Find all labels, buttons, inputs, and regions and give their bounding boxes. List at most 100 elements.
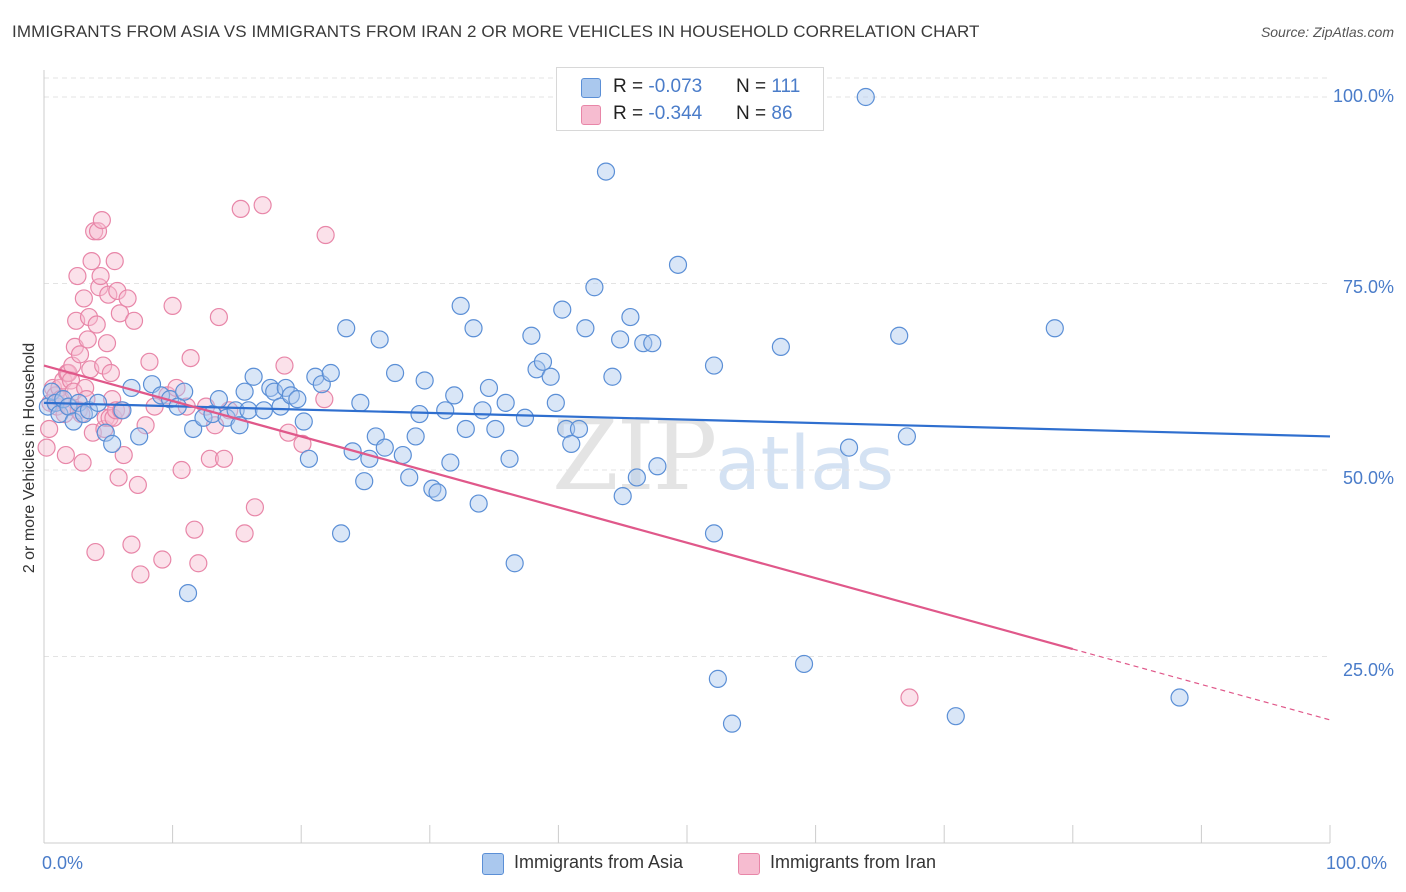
asia-point-52 xyxy=(375,438,394,457)
iran-trendline-extension xyxy=(1072,648,1331,721)
iran-point-61 xyxy=(140,352,159,371)
iran-n: N = 86 xyxy=(736,103,793,125)
asia-r-label: R = xyxy=(613,76,649,97)
asia-point-84 xyxy=(576,319,595,338)
asia-point-74 xyxy=(515,408,535,427)
iran-point-10 xyxy=(56,445,75,465)
asia-point-105 xyxy=(890,326,909,345)
asia-point-31 xyxy=(244,367,263,386)
iran-point-55 xyxy=(118,289,137,308)
iran-point-38 xyxy=(92,210,111,230)
iran-point-69 xyxy=(181,349,200,368)
iran-point-48 xyxy=(105,252,124,271)
asia-point-94 xyxy=(648,457,667,476)
asia-point-21 xyxy=(178,583,198,603)
asia-point-30 xyxy=(239,401,258,420)
x-tick-100: 100.0% xyxy=(1326,853,1388,873)
asia-point-108 xyxy=(1045,319,1064,338)
asia-point-63 xyxy=(445,386,464,405)
asia-point-41 xyxy=(306,367,325,386)
asia-point-73 xyxy=(505,554,524,573)
bottom-asia-swatch xyxy=(482,853,504,875)
asia-point-79 xyxy=(546,393,565,412)
asia-point-72 xyxy=(500,449,519,468)
asia-point-96 xyxy=(704,524,724,543)
iran-point-52 xyxy=(110,304,129,323)
y-axis-label: 2 or more Vehicles in Household xyxy=(21,342,38,574)
asia-point-62 xyxy=(441,453,460,472)
iran-trendline xyxy=(43,364,1074,651)
asia-point-66 xyxy=(464,319,483,338)
chart-title: IMMIGRANTS FROM ASIA VS IMMIGRANTS FROM … xyxy=(12,22,980,41)
iran-points-group xyxy=(37,196,919,707)
bottom-iran-swatch xyxy=(738,853,760,875)
asia-point-77 xyxy=(533,352,553,371)
iran-point-81 xyxy=(253,196,272,215)
asia-n-value: 111 xyxy=(771,76,801,97)
asia-point-82 xyxy=(562,434,581,453)
iran-point-73 xyxy=(200,449,219,468)
asia-point-88 xyxy=(611,330,630,349)
iran-point-57 xyxy=(124,311,144,330)
asia-point-53 xyxy=(385,363,405,383)
asia-point-98 xyxy=(704,356,724,375)
asia-point-109 xyxy=(1170,688,1189,707)
asia-point-67 xyxy=(469,494,488,513)
iran-r-value: -0.344 xyxy=(648,103,703,124)
watermark-atlas: atlas xyxy=(715,421,895,507)
iran-point-42 xyxy=(97,334,117,353)
iran-point-59 xyxy=(131,565,150,584)
iran-point-41 xyxy=(96,408,115,427)
asia-point-68 xyxy=(473,401,492,420)
y-tick-50: 50.0% xyxy=(1342,468,1394,488)
iran-n-label: N = xyxy=(736,103,772,124)
asia-point-86 xyxy=(596,162,616,181)
iran-point-60 xyxy=(136,416,155,435)
asia-point-65 xyxy=(456,419,475,439)
iran-point-45 xyxy=(101,363,120,383)
iran-point-28 xyxy=(79,307,99,327)
iran-point-65 xyxy=(163,296,182,315)
asia-r-value: -0.073 xyxy=(648,76,703,97)
asia-point-43 xyxy=(321,363,340,383)
bottom-asia-label: Immigrants from Asia xyxy=(514,852,684,872)
asia-point-44 xyxy=(337,319,356,338)
iran-point-21 xyxy=(70,345,90,364)
iran-point-19 xyxy=(68,266,87,286)
iran-point-71 xyxy=(189,554,208,573)
axis-layer xyxy=(43,70,1331,844)
iran-point-27 xyxy=(78,330,97,349)
asia-point-71 xyxy=(496,393,515,412)
x-tick-0: 0.0% xyxy=(42,853,84,873)
asia-point-87 xyxy=(603,367,622,386)
asia-point-80 xyxy=(553,300,572,319)
asia-point-106 xyxy=(897,427,917,446)
iran-point-76 xyxy=(214,449,234,468)
iran-point-54 xyxy=(114,445,133,465)
trend-layer xyxy=(43,364,1331,721)
iran-point-79 xyxy=(235,524,254,543)
iran-point-37 xyxy=(91,266,110,286)
asia-trendline xyxy=(43,401,1331,438)
iran-point-35 xyxy=(88,222,108,241)
asia-point-32 xyxy=(254,401,274,420)
asia-point-15 xyxy=(130,427,149,446)
asia-point-93 xyxy=(643,334,662,353)
asia-n: N = 111 xyxy=(736,76,800,98)
asia-point-35 xyxy=(271,397,290,416)
iran-point-67 xyxy=(172,460,191,480)
asia-point-85 xyxy=(585,278,604,297)
iran-n-value: 86 xyxy=(771,103,793,124)
iran-point-39 xyxy=(94,356,113,375)
asia-point-58 xyxy=(415,371,434,390)
asia-point-25 xyxy=(209,390,228,409)
asia-point-45 xyxy=(331,524,351,543)
iran-point-50 xyxy=(108,281,127,301)
iran-r: R = -0.344 xyxy=(613,103,702,125)
asia-points-group xyxy=(38,87,1189,733)
iran-point-82 xyxy=(275,356,294,375)
iran-point-56 xyxy=(122,535,141,554)
asia-point-57 xyxy=(410,404,429,424)
asia-point-38 xyxy=(288,390,307,409)
